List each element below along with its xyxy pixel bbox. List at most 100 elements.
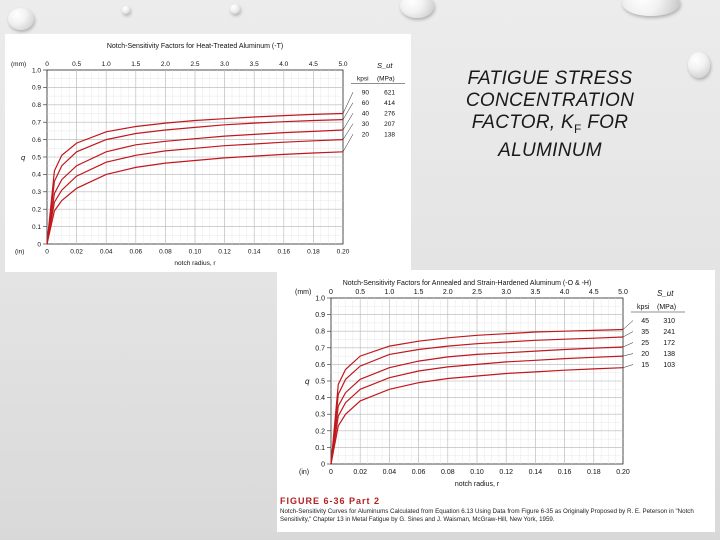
y-axis-label: q xyxy=(21,153,26,162)
x-tick-label: 0.18 xyxy=(587,469,601,476)
chart-title: Notch-Sensitivity Factors for Annealed a… xyxy=(343,280,592,287)
x-tick-label: 0 xyxy=(45,249,49,256)
x-tick-label: 0.02 xyxy=(353,469,367,476)
x-tick-label: 0.10 xyxy=(189,249,202,256)
series-line-15 xyxy=(330,367,624,465)
legend-mpa-value: 241 xyxy=(663,329,675,336)
y-tick-label: 1.0 xyxy=(315,295,325,302)
legend-leader-line xyxy=(622,320,634,330)
series-line-40 xyxy=(46,129,344,245)
x2-tick-label: 5.0 xyxy=(338,61,347,68)
legend-kpsi-value: 25 xyxy=(641,340,649,347)
y-tick-label: 0.5 xyxy=(32,154,41,161)
legend-header-kpsi: kpsi xyxy=(357,76,369,83)
series-line-45 xyxy=(330,328,624,465)
x2-tick-label: 1.5 xyxy=(131,61,140,68)
x2-tick-label: 2.5 xyxy=(472,289,482,296)
legend-leader-line xyxy=(342,92,354,114)
x-tick-label: 0.12 xyxy=(499,469,513,476)
legend-header-mpa: (MPa) xyxy=(377,76,395,83)
x2-tick-label: 3.5 xyxy=(250,61,259,68)
legend-mpa-value: 207 xyxy=(384,121,395,128)
legend-kpsi-value: 45 xyxy=(641,318,649,325)
y-tick-label: 0.3 xyxy=(315,412,325,419)
legend-kpsi-value: 20 xyxy=(641,351,649,358)
legend-mpa-value: 621 xyxy=(384,90,395,97)
legend-mpa-value: 172 xyxy=(663,340,675,347)
y-tick-label: 0.3 xyxy=(32,189,41,196)
water-drop-decoration xyxy=(400,0,434,18)
y-tick-label: 0.8 xyxy=(315,329,325,336)
water-drop-decoration xyxy=(8,8,34,30)
x2-tick-label: 1.0 xyxy=(385,289,395,296)
legend-leader-line xyxy=(342,123,354,140)
legend-kpsi-value: 35 xyxy=(641,329,649,336)
y-tick-label: 0.5 xyxy=(315,378,325,385)
y-tick-label: 0.1 xyxy=(32,224,41,231)
chart-heat-treated: Notch-Sensitivity Factors for Heat-Treat… xyxy=(11,43,405,267)
legend-leader-line xyxy=(342,102,354,120)
series-line-90 xyxy=(46,112,344,245)
x-tick-label: 0.18 xyxy=(307,249,320,256)
x-tick-label: 0.16 xyxy=(277,249,290,256)
series-line-20 xyxy=(330,355,624,465)
x2-tick-label: 2.0 xyxy=(161,61,170,68)
series-line-20 xyxy=(46,151,344,245)
x-tick-label: 0.08 xyxy=(441,469,455,476)
legend-leader-line xyxy=(622,353,634,357)
y-tick-label: 0.2 xyxy=(32,206,41,213)
series-line-35 xyxy=(330,336,624,465)
x2-unit-label: (mm) xyxy=(295,289,311,296)
water-drop-decoration xyxy=(122,6,130,14)
x-tick-label: 0.06 xyxy=(412,469,426,476)
x-tick-label: 0.20 xyxy=(616,469,630,476)
x-tick-label: 0.20 xyxy=(337,249,350,256)
x-tick-label: 0.10 xyxy=(470,469,484,476)
legend-mpa-value: 276 xyxy=(384,111,395,118)
x2-unit-label: (mm) xyxy=(11,61,26,68)
y-tick-label: 0 xyxy=(321,461,325,468)
x2-tick-label: 5.0 xyxy=(618,289,628,296)
water-drop-decoration xyxy=(688,52,710,78)
x2-tick-label: 3.5 xyxy=(531,289,541,296)
legend-mpa-value: 414 xyxy=(384,100,395,107)
legend-kpsi-value: 20 xyxy=(362,132,370,139)
legend-leader-line xyxy=(342,134,354,152)
series-line-30 xyxy=(46,139,344,245)
legend-kpsi-value: 15 xyxy=(641,362,649,369)
y-axis-label: q xyxy=(305,377,310,386)
figure-label: FIGURE 6-36 Part 2 xyxy=(280,496,381,506)
y-tick-label: 0.7 xyxy=(315,345,325,352)
legend-kpsi-value: 30 xyxy=(362,121,370,128)
slide-title-main: FATIGUE STRESS CONCENTRATION FACTOR, K xyxy=(465,68,635,133)
legend-leader-line xyxy=(622,331,634,338)
y-tick-label: 0.6 xyxy=(32,137,41,144)
x-tick-label: 0.14 xyxy=(248,249,261,256)
y-tick-label: 0.2 xyxy=(315,428,325,435)
y-tick-label: 0.8 xyxy=(32,102,41,109)
x-tick-label: 0.14 xyxy=(529,469,543,476)
legend-leader-line xyxy=(342,113,354,131)
figure-caption: Notch-Sensitivity Curves for Aluminums C… xyxy=(280,508,694,523)
x2-tick-label: 2.0 xyxy=(443,289,453,296)
chart-title: Notch-Sensitivity Factors for Heat-Treat… xyxy=(107,43,283,50)
x2-tick-label: 0.5 xyxy=(355,289,365,296)
x-unit-label: (in) xyxy=(299,469,309,476)
x2-tick-label: 0.5 xyxy=(72,61,81,68)
water-drop-decoration xyxy=(622,0,680,16)
x2-tick-label: 4.0 xyxy=(279,61,288,68)
x-tick-label: 0.12 xyxy=(218,249,231,256)
legend-title: S_ut xyxy=(657,289,674,298)
x-tick-label: 0.06 xyxy=(129,249,142,256)
chart-panel-heat-treated: Notch-Sensitivity Factors for Heat-Treat… xyxy=(5,34,411,272)
x-unit-label: (in) xyxy=(15,249,24,256)
x-tick-label: 0 xyxy=(329,469,333,476)
series-line-25 xyxy=(330,346,624,465)
legend-kpsi-value: 40 xyxy=(362,111,370,118)
x2-tick-label: 1.0 xyxy=(102,61,111,68)
x-tick-label: 0.04 xyxy=(100,249,113,256)
x2-tick-label: 3.0 xyxy=(220,61,229,68)
y-tick-label: 0.1 xyxy=(315,445,325,452)
slide-title-subscript: F xyxy=(574,121,582,136)
x2-tick-label: 1.5 xyxy=(414,289,424,296)
